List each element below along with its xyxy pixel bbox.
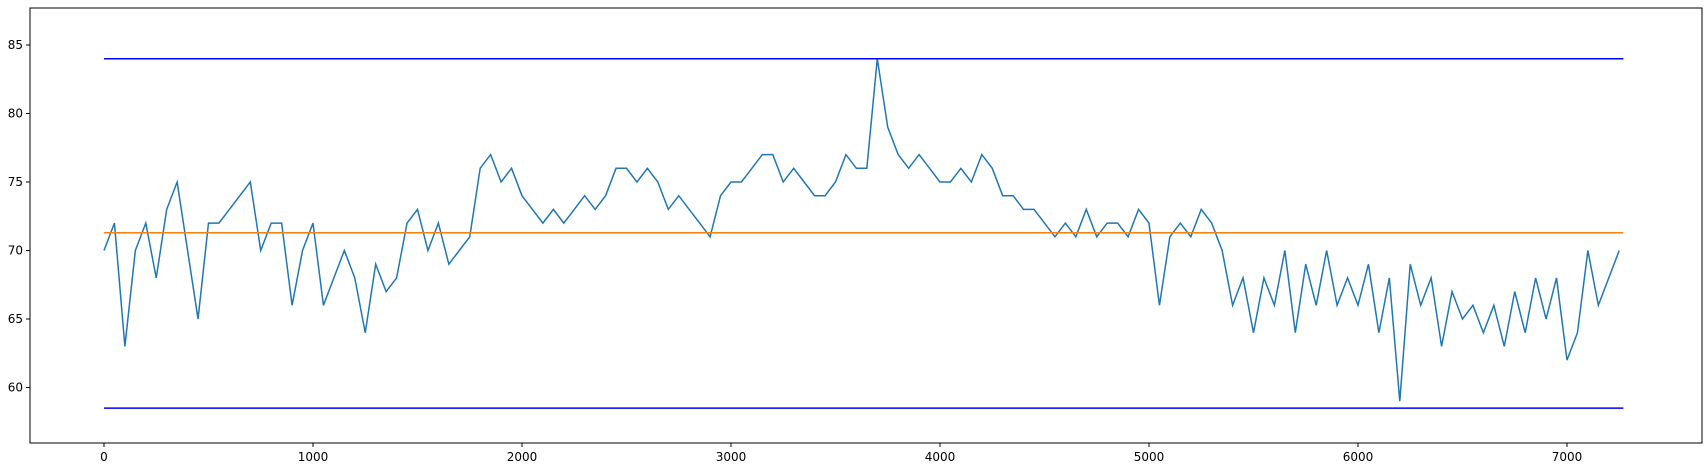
- x-tick-label: 2000: [507, 450, 538, 464]
- x-tick-label: 4000: [925, 450, 956, 464]
- x-tick-label: 5000: [1134, 450, 1165, 464]
- data-line: [103, 58, 1620, 402]
- y-tick-label: 65: [8, 312, 23, 326]
- y-tick-label: 85: [8, 38, 23, 52]
- x-tick-label: 0: [100, 450, 108, 464]
- x-tick-label: 6000: [1343, 450, 1374, 464]
- x-tick-label: 1000: [298, 450, 329, 464]
- y-tick-label: 70: [8, 244, 23, 258]
- x-tick-label: 3000: [716, 450, 747, 464]
- y-tick-label: 80: [8, 106, 23, 120]
- x-tick-label: 7000: [1552, 450, 1583, 464]
- y-tick-label: 75: [8, 175, 23, 189]
- y-tick-label: 60: [8, 381, 23, 395]
- plot-frame: [29, 7, 1703, 444]
